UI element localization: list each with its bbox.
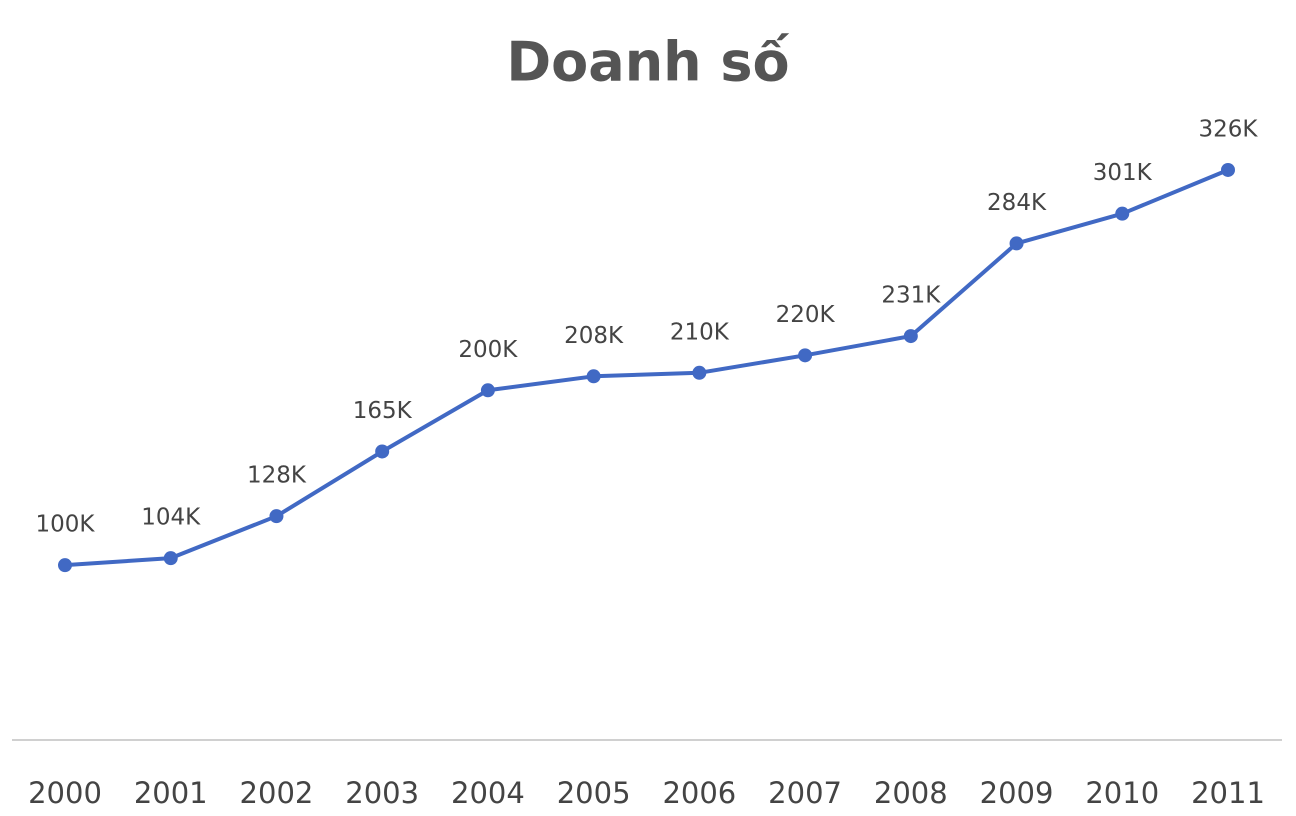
x-tick-label: 2011 <box>1191 776 1265 810</box>
x-tick-label: 2010 <box>1085 776 1159 810</box>
x-tick-label: 2006 <box>662 776 736 810</box>
x-tick-label: 2005 <box>557 776 631 810</box>
point <box>1221 162 1235 177</box>
x-tick-label: 2003 <box>345 776 419 810</box>
x-tick-label: 2000 <box>28 776 102 810</box>
point <box>1115 206 1130 221</box>
data-label: 104K <box>141 505 201 531</box>
point <box>586 369 601 384</box>
point <box>375 444 390 459</box>
x-tick-label: 2007 <box>768 776 842 810</box>
chart-title: Doanh số <box>506 31 789 94</box>
x-tick-label: 2009 <box>980 776 1054 810</box>
x-tick-label: 2004 <box>451 776 525 810</box>
point <box>163 551 178 566</box>
x-tick-label: 2002 <box>240 776 314 810</box>
point <box>269 509 284 524</box>
point <box>692 365 707 380</box>
point <box>58 558 72 573</box>
data-label: 220K <box>776 302 836 328</box>
x-tick-label: 2001 <box>134 776 208 810</box>
data-label: 326K <box>1199 116 1259 142</box>
data-label: 165K <box>353 398 413 424</box>
data-label: 208K <box>564 323 624 349</box>
point <box>903 329 918 344</box>
data-label: 210K <box>670 319 730 345</box>
data-label: 231K <box>881 283 941 309</box>
data-label: 200K <box>458 337 518 363</box>
line <box>64 168 1229 568</box>
data-label: 301K <box>1093 160 1153 186</box>
point <box>480 383 495 398</box>
point <box>798 348 813 363</box>
data-label: 100K <box>36 512 96 538</box>
data-label: 284K <box>987 190 1047 216</box>
x-tick-label: 2008 <box>874 776 948 810</box>
data-label: 128K <box>247 463 307 489</box>
point <box>1009 236 1024 251</box>
